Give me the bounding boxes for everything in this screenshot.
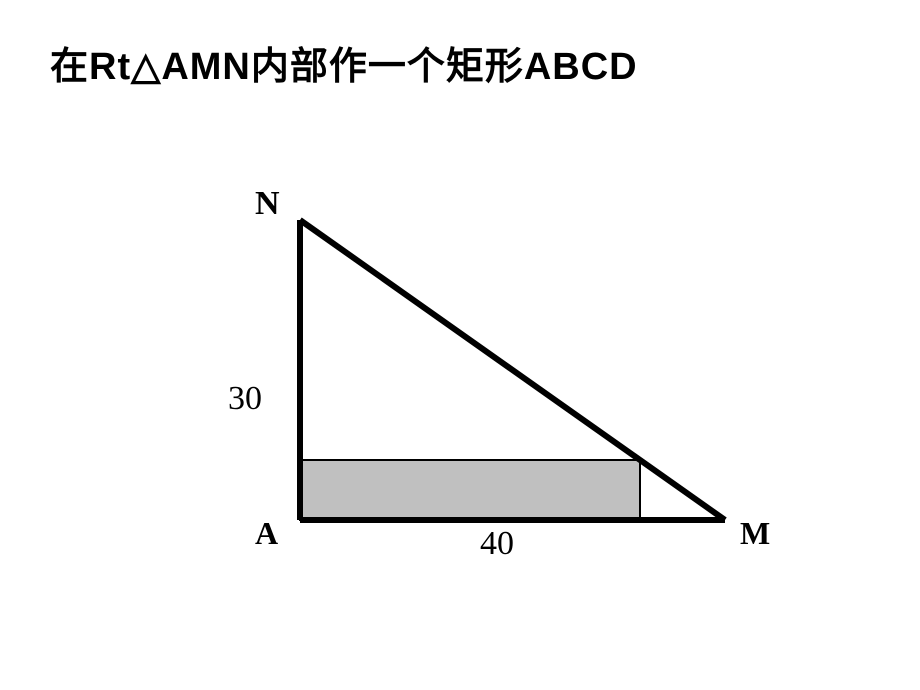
vertex-label-m: M (740, 515, 770, 552)
page-title: 在Rt△AMN内部作一个矩形ABCD (50, 35, 638, 90)
vertex-label-a: A (255, 515, 278, 552)
side-label-40: 40 (480, 525, 514, 563)
side-label-30: 30 (228, 380, 262, 418)
vertex-label-n: N (255, 185, 280, 223)
diagram-svg (200, 180, 800, 580)
geometry-diagram: N A M 30 40 (200, 180, 800, 580)
rectangle-abcd (300, 460, 640, 520)
